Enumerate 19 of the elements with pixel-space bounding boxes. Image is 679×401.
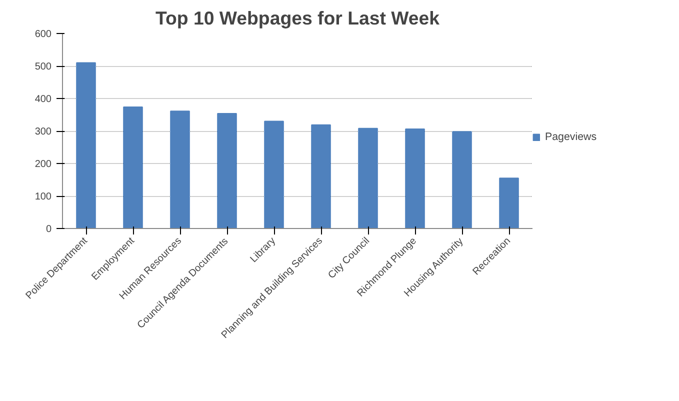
bar xyxy=(264,120,284,228)
y-tick-label: 200 xyxy=(34,159,52,170)
y-tick-label: 0 xyxy=(46,224,52,235)
bar xyxy=(76,62,96,228)
y-tick-label: 500 xyxy=(34,62,52,72)
bar xyxy=(311,124,331,228)
bar xyxy=(452,131,472,228)
bar xyxy=(358,128,378,228)
chart-title: Top 10 Webpages for Last Week xyxy=(155,8,440,28)
bar xyxy=(123,106,143,228)
y-tick-label: 100 xyxy=(34,192,52,202)
legend-label: Pageviews xyxy=(545,131,597,143)
bar xyxy=(499,178,519,228)
y-tick-label: 400 xyxy=(34,94,52,105)
y-tick-label: 600 xyxy=(34,29,52,40)
y-tick-label: 300 xyxy=(34,126,52,138)
bar xyxy=(217,112,237,228)
bar xyxy=(405,128,425,228)
bar xyxy=(170,110,190,228)
